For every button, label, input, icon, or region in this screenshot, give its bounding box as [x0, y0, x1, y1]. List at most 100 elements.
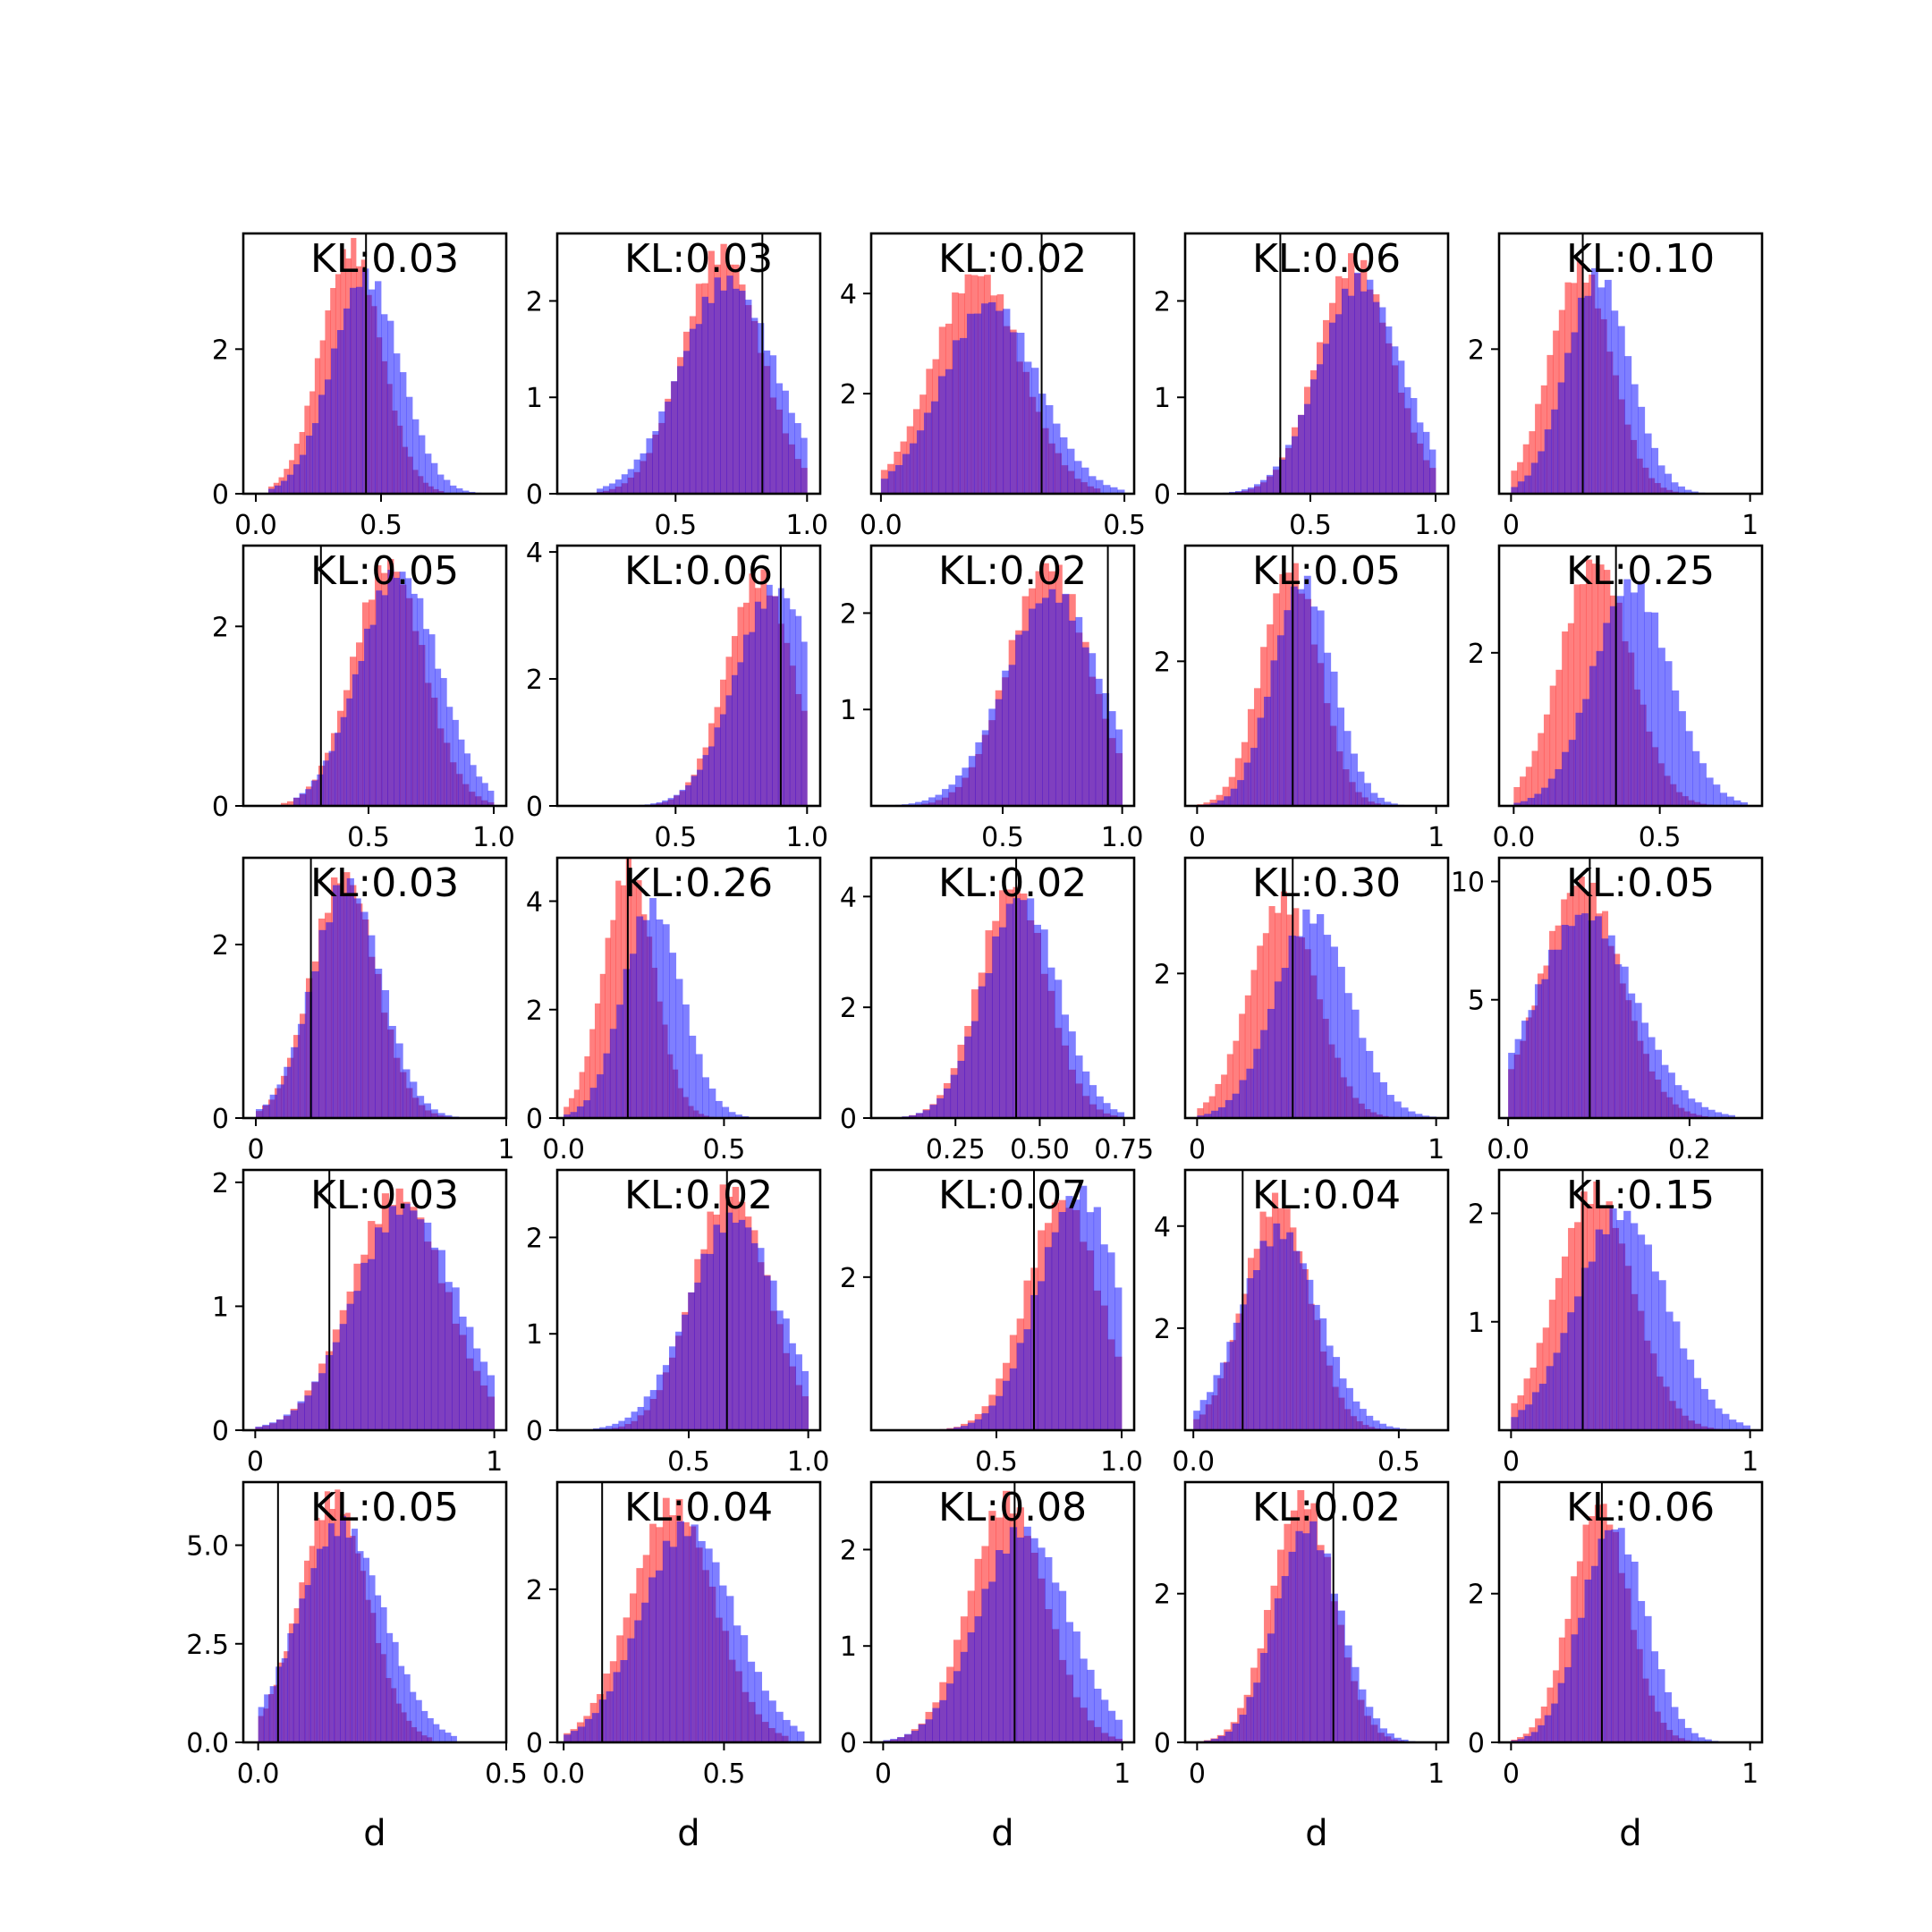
y-tick-label: 0 [1468, 1728, 1485, 1759]
histogram-bar [745, 300, 752, 494]
histogram-bar [720, 290, 727, 494]
subplot-17: 0.5 1.0 0 1 2 KL:0.02 [526, 1168, 829, 1478]
x-tick-label: 0.5 [1377, 1446, 1420, 1478]
histogram-bar [649, 898, 657, 1118]
histogram-bar [894, 464, 903, 494]
histogram-bar [430, 1247, 439, 1430]
histogram-bar [356, 286, 363, 494]
histogram-bar [937, 376, 946, 494]
subplot-15: 0.0 0.2 5 10 KL:0.05 [1451, 856, 1764, 1165]
histogram-bar [897, 1736, 905, 1742]
axes-frame [869, 232, 1136, 496]
histogram-bar [618, 1420, 625, 1430]
histogram-bars [255, 1188, 496, 1430]
kl-annotation: KL:0.03 [310, 1173, 459, 1218]
histogram-bar [1239, 1013, 1246, 1118]
histogram-bar [1203, 1102, 1210, 1118]
histogram-bar [784, 597, 791, 806]
histogram-bar [1648, 1037, 1656, 1118]
histogram-bar [1067, 448, 1075, 494]
y-tick-label: 2 [840, 1535, 857, 1566]
y-tick-label: 1 [1154, 383, 1171, 414]
histogram-bar [1678, 1718, 1685, 1742]
histogram-bar [1511, 487, 1519, 494]
histogram-bar [402, 1069, 411, 1118]
histogram-bar [996, 1395, 1004, 1430]
histogram-bar [902, 453, 911, 494]
histogram-bar [1005, 903, 1013, 1118]
histogram-bar [428, 634, 436, 806]
histogram-bar [1575, 712, 1583, 806]
histogram-bar [988, 1581, 996, 1742]
histogram-bar [1408, 1111, 1416, 1118]
histogram-bar [637, 1406, 645, 1430]
x-tick-label: 1 [1741, 1758, 1758, 1790]
histogram-bar [643, 1396, 651, 1430]
histogram-bar [1237, 780, 1245, 806]
histogram-bar [1657, 648, 1665, 806]
histogram-bar [345, 1538, 352, 1742]
histogram-bar [1337, 966, 1345, 1118]
histogram-bar [291, 1046, 299, 1118]
x-axis-label: d [1619, 1813, 1641, 1854]
histogram-bar [1578, 1617, 1585, 1742]
histogram-bar [1016, 1538, 1024, 1742]
histogram-bar [1276, 635, 1284, 806]
histogram-bar [416, 1096, 425, 1118]
histogram-bar [890, 1739, 898, 1742]
y-tick-label: 2 [212, 930, 229, 962]
histogram-bar [1207, 1392, 1214, 1430]
histogram-bar [446, 707, 453, 806]
histogram-bar [712, 1562, 720, 1742]
histogram-bar [1330, 1593, 1338, 1742]
y-tick-label: 2 [526, 286, 543, 318]
histogram-bar [287, 1632, 294, 1742]
kl-annotation: KL:0.05 [1252, 548, 1401, 594]
histogram-bar [1366, 1050, 1374, 1118]
histogram-bar [1317, 1550, 1325, 1742]
subplot-19: 0.0 0.5 2 4 KL:0.04 [1154, 1168, 1450, 1478]
histogram-bar [790, 1725, 798, 1742]
histogram-bar [1053, 423, 1061, 494]
histogram-bar [1379, 1728, 1388, 1742]
histogram-bar [1300, 1263, 1307, 1430]
y-tick-label: 0 [212, 479, 229, 511]
x-tick-label: 0.75 [1094, 1134, 1154, 1165]
histogram-bar [1574, 914, 1582, 1118]
axes-frame [1497, 1168, 1764, 1432]
histogram-bar [262, 1424, 270, 1430]
histogram-bar [1329, 322, 1336, 494]
histogram-bar [948, 784, 956, 806]
histogram-bar [758, 1248, 765, 1430]
histogram-bar [794, 423, 801, 494]
histogram-bar [1379, 307, 1386, 494]
histogram-bar [375, 1227, 383, 1430]
histogram-bar [487, 1375, 496, 1430]
histogram-bar [410, 1210, 418, 1430]
histogram-bar [1309, 923, 1318, 1118]
histogram-bar [691, 775, 698, 806]
histogram-bar [652, 430, 659, 494]
histogram-bar [1210, 802, 1218, 806]
histogram-bar [1333, 1357, 1341, 1430]
histogram-bar [1226, 1342, 1234, 1430]
histogram-bar [995, 310, 1004, 494]
histogram-bar [1590, 267, 1598, 494]
histogram-bar [387, 320, 394, 494]
x-tick-label: 0.50 [1010, 1134, 1070, 1165]
y-tick-label: 1 [840, 695, 857, 726]
y-tick-label: 0 [212, 1416, 229, 1447]
histogram-bar [698, 1540, 706, 1742]
histogram-bar [1250, 748, 1258, 806]
histogram-bar [1571, 332, 1579, 494]
histogram-bar [739, 291, 746, 494]
histogram-bar [1339, 1378, 1347, 1430]
histogram-bar [411, 593, 418, 806]
histogram-bar [1354, 272, 1361, 494]
histogram-bar [648, 1577, 657, 1742]
histogram-bars [258, 1489, 457, 1742]
histogram-bar [1540, 1706, 1547, 1742]
histogram-bar [656, 919, 664, 1118]
histogram-bar [725, 1212, 733, 1430]
histogram-bar [1075, 1055, 1083, 1118]
